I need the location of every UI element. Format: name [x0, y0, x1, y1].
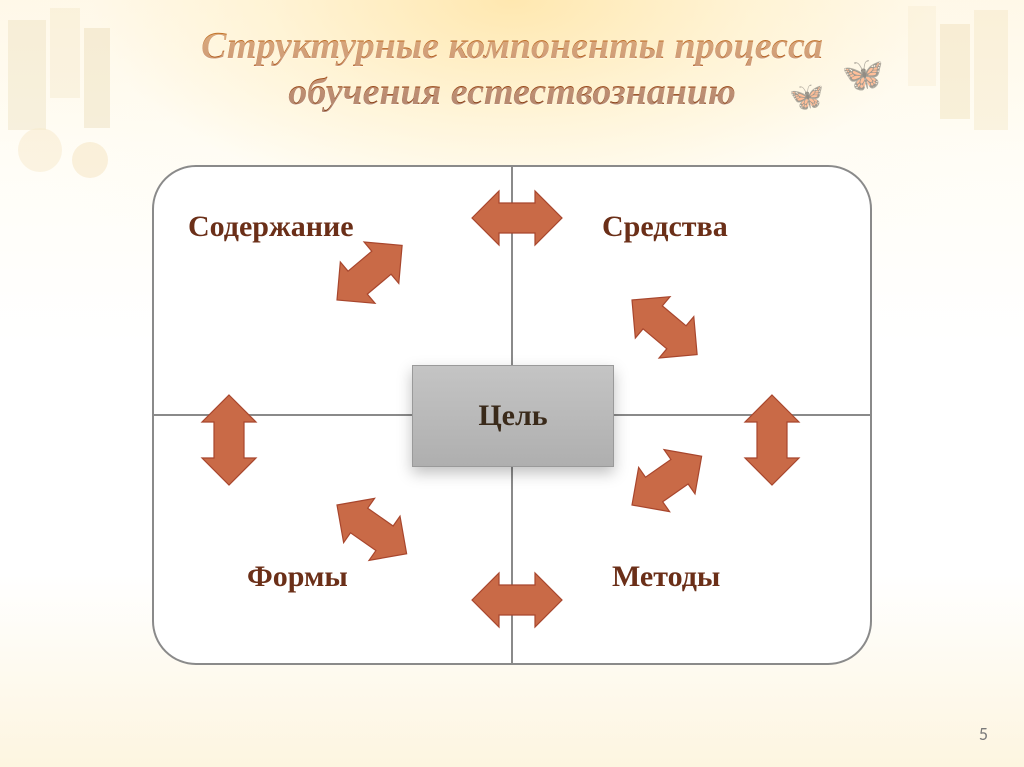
- label-top-left: Содержание: [188, 210, 354, 244]
- double-arrow-right: [745, 395, 799, 485]
- title-line-2: обучения естествознанию: [288, 71, 735, 113]
- double-arrow-bottom: [472, 573, 562, 627]
- label-bottom-left: Формы: [247, 560, 348, 594]
- double-arrow-to-bot-right: [617, 434, 718, 527]
- slide: 🦋 🦋 Структурные компоненты процесса обуч…: [0, 0, 1024, 767]
- diagram: Цель Содержание Средства Формы Методы: [152, 165, 872, 665]
- double-arrow-top: [472, 191, 562, 245]
- center-label: Цель: [478, 399, 547, 433]
- label-bottom-right: Методы: [612, 560, 720, 594]
- double-arrow-to-top-right: [615, 279, 715, 375]
- title-line-1: Структурные компоненты процесса: [201, 25, 823, 67]
- page-number: 5: [979, 723, 988, 745]
- page-title: Структурные компоненты процесса обучения…: [0, 24, 1024, 115]
- center-node: Цель: [412, 365, 614, 467]
- label-top-right: Средства: [602, 210, 728, 244]
- double-arrow-left: [202, 395, 256, 485]
